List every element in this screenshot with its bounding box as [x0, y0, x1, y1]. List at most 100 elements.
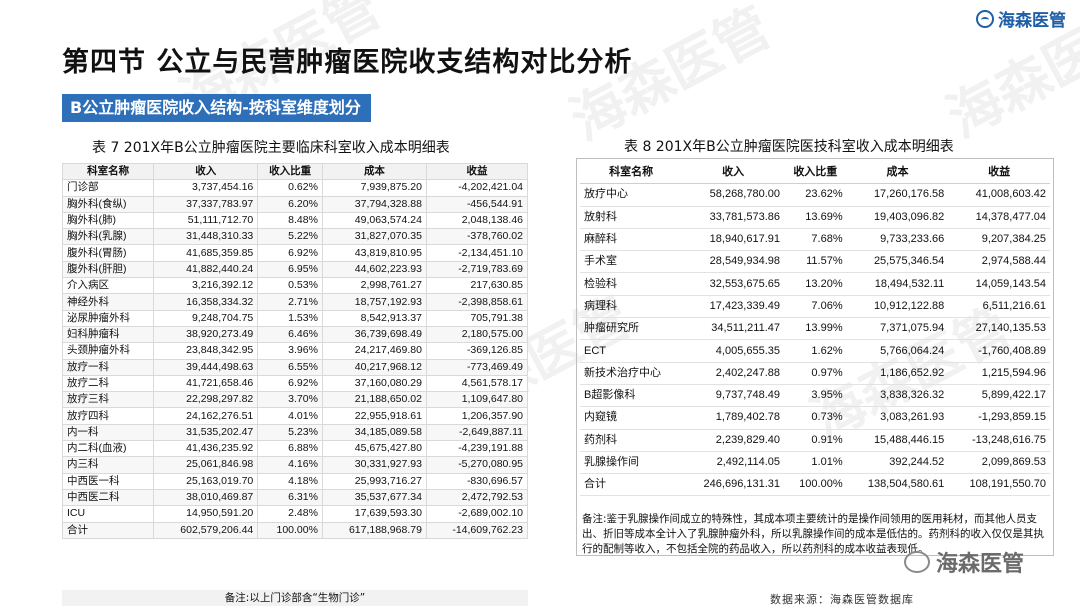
value-cell: 14,059,143.54: [948, 272, 1050, 296]
right-table-caption: 表 8 201X年B公立肿瘤医院医技科室收入成本明细表: [624, 139, 954, 155]
brand-name: 海森医管: [998, 11, 1066, 31]
value-cell: 1,206,357.90: [425, 407, 529, 425]
value-cell: 617,188,968.79: [321, 521, 427, 539]
value-cell: 41,436,235.92: [153, 440, 259, 458]
value-cell: 602,579,206.44: [153, 521, 259, 539]
value-cell: 246,696,131.31: [682, 473, 785, 497]
dept-name-cell: 合计: [580, 473, 683, 497]
table-row: 内窥镜 1,789,402.78 0.73% 3,083,261.93 -1,293,8…: [580, 406, 1050, 430]
value-cell: 2,998,761.27: [321, 277, 427, 295]
left-table-note: 备注:以上门诊部含“生物门诊”: [62, 590, 528, 606]
value-cell: 3.70%: [257, 391, 323, 409]
table-row: 胸外科(乳腺) 31,448,310.33 5.22% 31,827,070.35 -3…: [61, 228, 529, 246]
value-cell: 17,423,339.49: [682, 295, 785, 319]
value-cell: 31,448,310.33: [153, 228, 259, 246]
value-cell: 9,737,748.49: [682, 384, 785, 408]
value-cell: 0.73%: [784, 406, 847, 430]
dept-name-cell: 放疗二科: [61, 374, 155, 393]
value-cell: 31,535,202.47: [153, 423, 259, 442]
value-cell: -4,202,421.04: [425, 179, 529, 197]
value-cell: 17,639,593.30: [321, 505, 427, 523]
value-cell: 0.62%: [257, 179, 323, 197]
value-cell: 2,180,575.00: [425, 325, 529, 344]
table-header-row: 科室名称 收入 收入比重 成本 收益: [580, 162, 1050, 185]
value-cell: 705,791.38: [425, 309, 529, 327]
dept-name-cell: 妇科肿瘤科: [61, 325, 155, 344]
value-cell: 1,186,652.92: [846, 362, 949, 385]
table-row: 放疗中心 58,268,780.00 23.62% 17,260,176.58 41,0…: [580, 183, 1050, 207]
table-row: 乳腺操作间 2,492,114.05 1.01% 392,244.52 2,099,86…: [580, 451, 1050, 475]
value-cell: 44,602,223.93: [321, 260, 427, 279]
table-header-row: 科室名称 收入 收入比重 成本 收益: [61, 162, 529, 181]
dept-name-cell: 检验科: [580, 272, 683, 296]
value-cell: 41,008,603.42: [948, 183, 1050, 207]
value-cell: 3,737,454.16: [153, 179, 259, 197]
value-cell: 6.92%: [257, 374, 323, 393]
clinical-dept-table: 科室名称 收入 收入比重 成本 收益 门诊部 3,737,454.16 0.62% 7…: [61, 162, 529, 539]
brand-logo: 海森医管: [976, 6, 1066, 31]
value-cell: 37,794,328.88: [321, 195, 427, 213]
value-cell: 31,827,070.35: [321, 228, 427, 246]
value-cell: 1,789,402.78: [682, 406, 785, 430]
value-cell: 11.57%: [784, 250, 847, 274]
value-cell: 18,757,192.93: [321, 293, 427, 311]
value-cell: -456,544.91: [425, 195, 529, 213]
value-cell: 6.31%: [257, 488, 323, 507]
table-row: 药剂科 2,239,829.40 0.91% 15,488,446.15 -13,248…: [580, 429, 1050, 452]
value-cell: 37,160,080.29: [321, 374, 427, 393]
value-cell: -2,719,783.69: [425, 260, 529, 279]
value-cell: 6.55%: [257, 358, 323, 376]
dept-name-cell: 神经外科: [61, 293, 155, 311]
value-cell: 3,216,392.12: [153, 277, 259, 295]
dept-name-cell: 放疗四科: [61, 407, 155, 425]
value-cell: 33,781,573.86: [682, 206, 785, 229]
value-cell: 14,378,477.04: [948, 206, 1050, 229]
value-cell: -2,689,002.10: [425, 505, 529, 523]
value-cell: 21,188,650.02: [321, 391, 427, 409]
value-cell: 24,217,469.80: [321, 342, 427, 360]
right-table-note: 备注:鉴于乳腺操作间成立的特殊性，其成本项主要统计的是操作间领用的医用耗材，而其…: [582, 513, 1044, 555]
value-cell: 27,140,135.53: [948, 317, 1050, 341]
value-cell: 2,974,588.44: [948, 250, 1050, 274]
section-banner: B公立肿瘤医院收入结构-按科室维度划分: [62, 94, 371, 122]
table-row: 内三科 25,061,846.98 4.16% 30,331,927.93 -5,270…: [61, 456, 529, 474]
page-title: 第四节 公立与民营肿瘤医院收支结构对比分析: [62, 47, 633, 78]
value-cell: 1.01%: [784, 451, 847, 475]
table-row: 门诊部 3,737,454.16 0.62% 7,939,875.20 -4,202,4…: [61, 179, 529, 197]
value-cell: 6.46%: [257, 325, 323, 344]
table-row: B超影像科 9,737,748.49 3.95% 3,838,326.32 5,899,…: [580, 384, 1050, 408]
value-cell: 2.48%: [257, 505, 323, 523]
badge-text: 海森医管: [936, 552, 1025, 577]
value-cell: 217,630.85: [425, 277, 529, 295]
value-cell: 4.01%: [257, 407, 323, 425]
value-cell: 23.62%: [784, 183, 847, 207]
value-cell: 3,083,261.93: [846, 406, 949, 430]
dept-name-cell: 乳腺操作间: [580, 451, 683, 475]
value-cell: 9,733,233.66: [846, 228, 949, 252]
dept-name-cell: ICU: [61, 505, 155, 523]
dept-name-cell: 头颈肿瘤外科: [61, 342, 155, 360]
value-cell: 4,561,578.17: [425, 374, 529, 393]
table-row: 头颈肿瘤外科 23,848,342.95 3.96% 24,217,469.80 -36…: [61, 342, 529, 360]
value-cell: 34,185,089.58: [321, 423, 427, 442]
value-cell: 13.20%: [784, 272, 847, 296]
value-cell: 28,549,934.98: [682, 250, 785, 274]
value-cell: 38,010,469.87: [153, 488, 259, 507]
value-cell: 25,993,716.27: [321, 472, 427, 490]
table-row: 麻醉科 18,940,617.91 7.68% 9,733,233.66 9,207,3…: [580, 228, 1050, 252]
table-row: 合计 246,696,131.31 100.00% 138,504,580.61 108…: [580, 473, 1050, 497]
dept-name-cell: 中西医一科: [61, 472, 155, 490]
value-cell: 18,494,532.11: [846, 272, 949, 296]
value-cell: 25,163,019.70: [153, 472, 259, 490]
value-cell: 40,217,968.12: [321, 358, 427, 376]
value-cell: 22,955,918.61: [321, 407, 427, 425]
value-cell: 2.71%: [257, 293, 323, 311]
table-row: 放射科 33,781,573.86 13.69% 19,403,096.82 14,37…: [580, 206, 1050, 229]
brand-icon: [976, 9, 994, 28]
value-cell: 9,248,704.75: [153, 309, 259, 327]
value-cell: 23,848,342.95: [153, 342, 259, 360]
dept-name-cell: ECT: [580, 339, 683, 363]
dept-name-cell: 介入病区: [61, 277, 155, 295]
value-cell: 6,511,216.61: [948, 295, 1050, 319]
value-cell: -14,609,762.23: [425, 521, 529, 539]
